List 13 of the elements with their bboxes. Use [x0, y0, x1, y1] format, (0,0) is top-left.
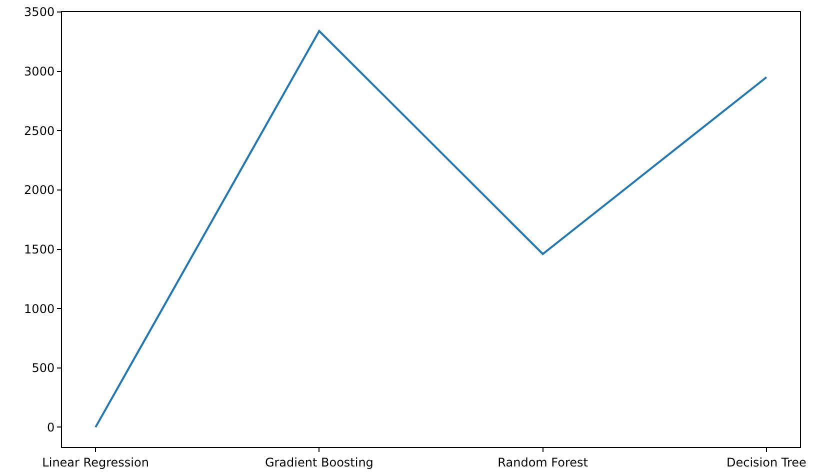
y-tick-label: 3000: [24, 64, 55, 79]
y-tick-label: 500: [32, 361, 55, 376]
y-tick-label: 2500: [24, 124, 55, 138]
x-tick-label: Gradient Boosting: [264, 455, 374, 470]
y-tick-label: 3500: [24, 5, 55, 20]
y-tick-label: 2000: [24, 183, 55, 198]
y-tick-label: 1500: [24, 242, 55, 256]
y-tick-label: 0: [46, 420, 55, 434]
x-tick-label: Decision Tree: [726, 455, 806, 470]
x-tick-label: Random Forest: [498, 455, 588, 470]
line-series: [94, 30, 768, 428]
y-tick-label: 1000: [24, 302, 55, 316]
x-tick-label: Linear Regression: [42, 455, 149, 470]
